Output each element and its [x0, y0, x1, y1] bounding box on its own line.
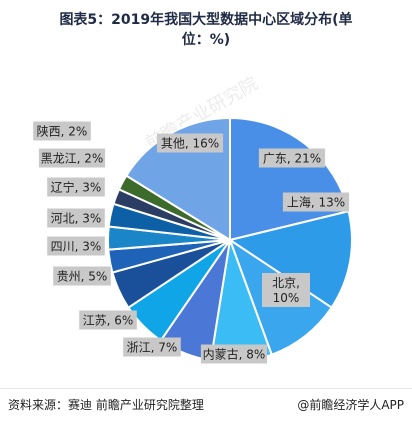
- pie-slice-1: [227, 210, 353, 309]
- slice-label-text: 黑龙江, 2%: [41, 152, 104, 166]
- slice-label-box: [33, 121, 91, 141]
- source-note: 资料来源：赛迪 前瞻产业研究院整理: [8, 398, 204, 412]
- pie-labels: 广东, 21% 上海, 13% 北京,10% 内蒙古, 8% 浙江, 7% 江苏, 6% 贵…: [33, 121, 350, 364]
- slice-label-text: 10%: [273, 291, 300, 305]
- slice-label-0: 广东, 21%: [258, 148, 326, 168]
- chart-title-line2: 位：%): [181, 32, 231, 48]
- slice-label-2: 北京,10%: [262, 273, 310, 307]
- slice-label-text: 其他, 16%: [161, 137, 219, 151]
- slice-label-text: 北京,: [272, 276, 300, 290]
- slice-label-1: 上海, 13%: [282, 192, 350, 212]
- chart-title: 图表5：2019年我国大型数据中心区域分布(单 位：%): [0, 10, 412, 50]
- slice-label-10: 黑龙江, 2%: [38, 148, 106, 168]
- slice-label-box: [53, 266, 111, 286]
- slice-label-text: 江苏, 6%: [83, 314, 134, 328]
- slice-label-text: 内蒙古, 8%: [203, 347, 266, 362]
- slice-label-box: [258, 148, 326, 168]
- slice-label-box: [123, 337, 181, 357]
- brand-credit: @前瞻经济学人APP: [297, 398, 404, 412]
- slice-label-12: 其他, 16%: [156, 133, 224, 153]
- slice-label-7: 四川, 3%: [47, 236, 105, 256]
- slice-label-box: [47, 236, 105, 256]
- slice-label-11: 陕西, 2%: [33, 121, 91, 141]
- slice-label-text: 广东, 21%: [263, 152, 321, 166]
- slice-label-box: [47, 177, 105, 197]
- footer-divider: [0, 388, 412, 389]
- slice-label-text: 四川, 3%: [51, 240, 102, 254]
- slice-label-box: [47, 208, 105, 228]
- slice-label-4: 浙江, 7%: [123, 337, 181, 357]
- slice-label-text: 河北, 3%: [51, 212, 102, 226]
- slice-label-6: 贵州, 5%: [53, 266, 111, 286]
- slice-label-3: 内蒙古, 8%: [200, 344, 268, 364]
- slice-label-5: 江苏, 6%: [79, 310, 137, 330]
- slice-label-box: [282, 192, 350, 212]
- slice-label-box: [262, 273, 310, 307]
- slice-label-box: [38, 148, 106, 168]
- slice-label-text: 浙江, 7%: [127, 341, 178, 355]
- slice-label-box: [200, 344, 268, 364]
- slice-label-text: 陕西, 2%: [37, 124, 88, 139]
- slice-label-box: [79, 310, 137, 330]
- slice-label-text: 贵州, 5%: [57, 270, 108, 284]
- slice-label-8: 河北, 3%: [47, 208, 105, 228]
- slice-label-text: 上海, 13%: [287, 195, 345, 210]
- slice-label-text: 辽宁, 3%: [51, 180, 102, 195]
- slice-label-9: 辽宁, 3%: [47, 177, 105, 197]
- slice-label-box: [156, 133, 224, 153]
- chart-title-line1: 图表5：2019年我国大型数据中心区域分布(单: [59, 12, 353, 28]
